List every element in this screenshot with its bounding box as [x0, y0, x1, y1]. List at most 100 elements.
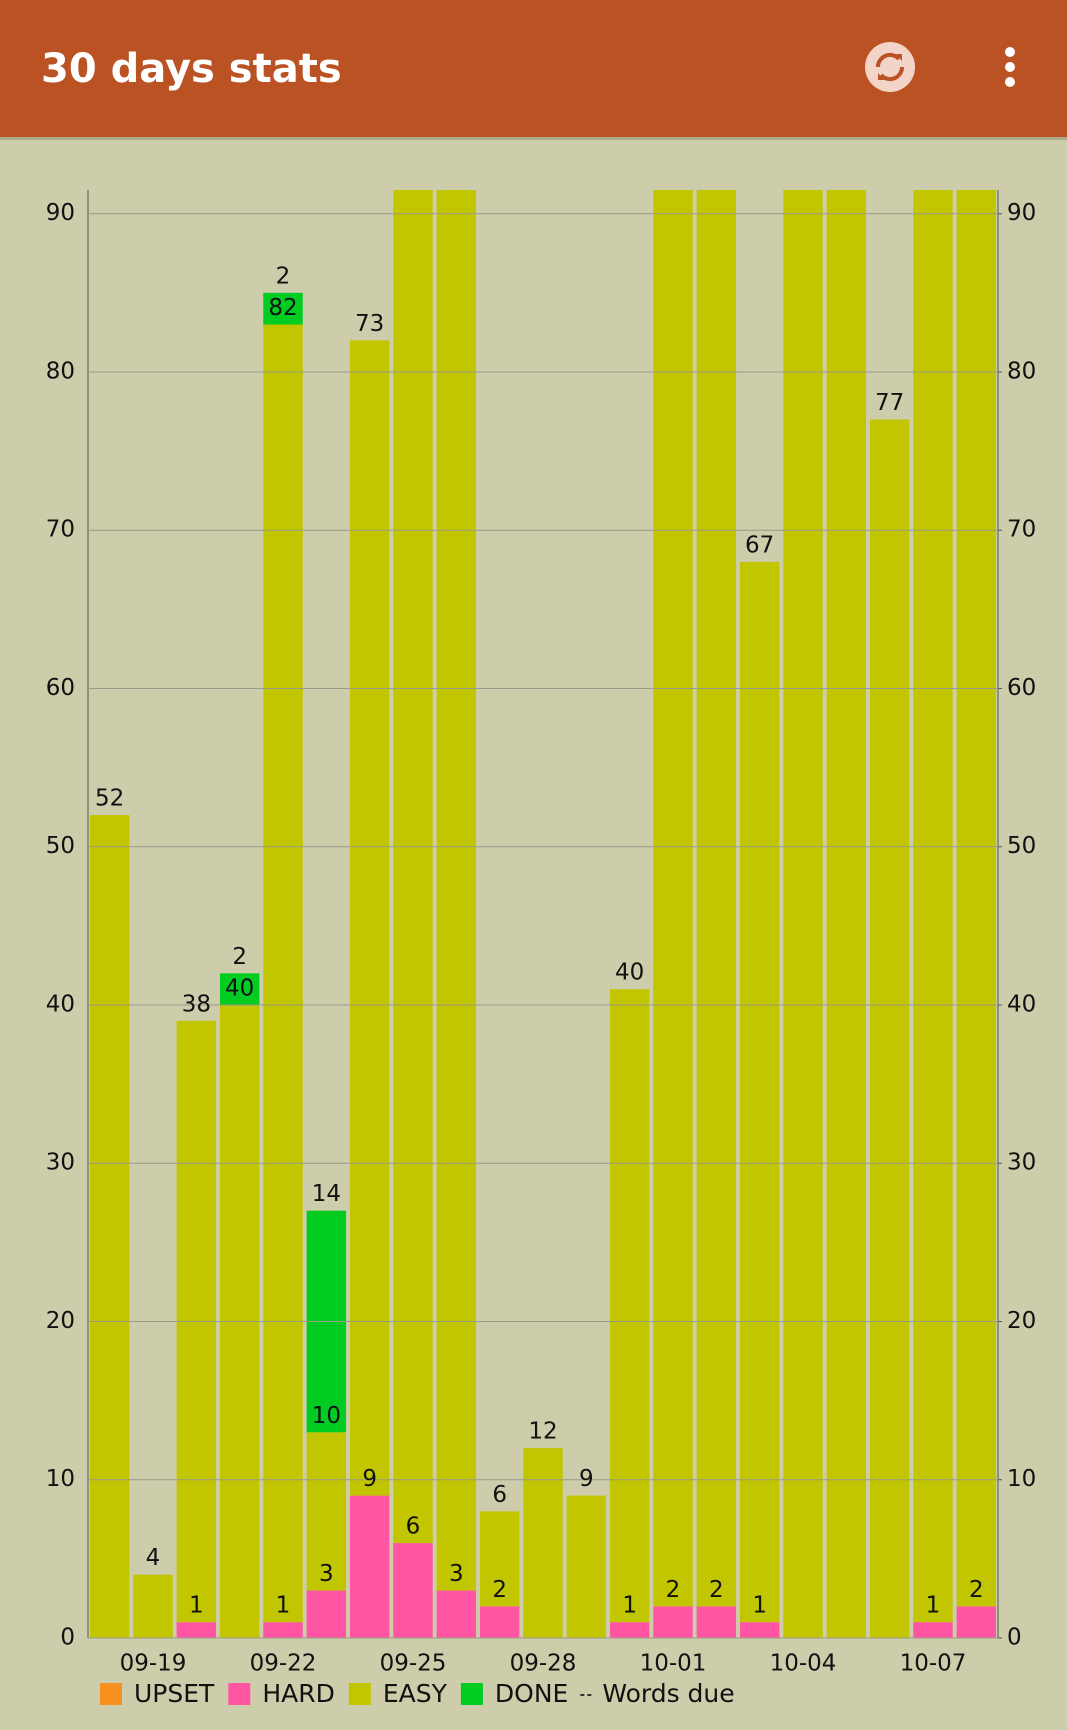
y-tick-label: 0	[60, 1625, 75, 1651]
bar-segment	[609, 1622, 650, 1638]
bar-segment	[566, 1495, 607, 1638]
data-label: 12	[528, 1419, 557, 1445]
data-label: 10	[312, 1403, 341, 1429]
y-tick-label: 80	[46, 358, 75, 384]
legend-label: UPSET	[134, 1679, 215, 1708]
sync-button[interactable]	[865, 42, 915, 92]
bar-segment	[826, 190, 867, 1638]
bar-segment	[739, 1622, 780, 1638]
y-tick-label: 70	[46, 517, 75, 543]
bar-segment	[393, 1543, 433, 1638]
bar-segment	[176, 1622, 217, 1638]
x-tick-label: 09-22	[250, 1651, 317, 1677]
data-label: 14	[312, 1181, 341, 1207]
bar-segment	[263, 1622, 303, 1638]
bar-segment	[523, 1448, 563, 1638]
overflow-menu[interactable]	[1005, 47, 1015, 87]
data-label: 4	[146, 1545, 161, 1571]
bar-segment	[956, 1606, 997, 1638]
y-tick-label: 50	[46, 833, 75, 859]
bar-segment	[783, 190, 823, 1638]
data-label: 1	[622, 1593, 637, 1619]
x-tick-label: 10-04	[770, 1651, 837, 1677]
y-tick-label: 90	[46, 200, 75, 226]
y2-tick-label: 70	[1007, 517, 1036, 543]
bar-segment	[479, 1511, 520, 1607]
bar-segment	[913, 190, 953, 1623]
x-tick-label: 10-07	[900, 1651, 967, 1677]
bar-segment	[219, 973, 260, 1005]
legend-label: HARD	[262, 1679, 335, 1708]
app-title: 30 days stats	[41, 46, 342, 92]
data-label: 9	[579, 1466, 594, 1492]
y2-tick-label: 50	[1007, 833, 1036, 859]
data-label: 3	[449, 1561, 464, 1587]
data-label: 3	[319, 1561, 334, 1587]
y2-tick-label: 60	[1007, 675, 1036, 701]
data-label: 2	[709, 1577, 724, 1603]
data-label: 2	[969, 1577, 984, 1603]
bar-segment	[89, 815, 130, 1638]
legend-swatch	[460, 1683, 483, 1705]
y2-tick-label: 10	[1007, 1466, 1036, 1492]
bar-segment	[696, 190, 737, 1607]
bar-segment	[263, 324, 303, 1623]
bar-segment	[956, 190, 997, 1607]
bar-segment	[696, 1606, 737, 1638]
y-tick-label: 20	[46, 1308, 75, 1334]
data-label: 1	[926, 1593, 941, 1619]
bar-segment	[349, 340, 390, 1496]
data-label: 1	[752, 1593, 767, 1619]
y-tick-label: 60	[46, 675, 75, 701]
x-tick-label: 09-28	[510, 1651, 577, 1677]
data-label: 6	[492, 1482, 507, 1508]
data-label: 2	[276, 263, 291, 289]
bar-segment	[349, 1495, 390, 1638]
data-label: 82	[268, 295, 297, 321]
app-bar-shadow	[0, 137, 1067, 140]
legend-swatch	[100, 1683, 122, 1705]
bar-segment	[436, 190, 477, 1591]
data-label: 67	[745, 532, 774, 558]
legend-swatch	[348, 1683, 371, 1705]
legend-label: DONE	[495, 1679, 568, 1708]
y2-tick-label: 80	[1007, 358, 1036, 384]
bar-segment	[869, 419, 910, 1638]
data-label: 38	[182, 991, 211, 1017]
y2-tick-label: 90	[1007, 200, 1036, 226]
data-label: 1	[276, 1593, 291, 1619]
bar-segment	[306, 1590, 347, 1638]
data-label: 2	[666, 1577, 681, 1603]
bar-segment	[263, 292, 303, 325]
y-tick-label: 10	[46, 1466, 75, 1492]
legend-swatch	[228, 1683, 251, 1705]
bar-segment	[479, 1606, 520, 1638]
y2-tick-label: 20	[1007, 1308, 1036, 1334]
y2-tick-label: 30	[1007, 1150, 1036, 1176]
legend-label: Words due	[602, 1679, 734, 1708]
bar-segment	[653, 1606, 693, 1638]
x-tick-label: 09-25	[380, 1651, 447, 1677]
data-label: 9	[362, 1466, 377, 1492]
bar-segment	[133, 1574, 173, 1638]
plot	[89, 190, 997, 1638]
y-tick-label: 40	[46, 991, 75, 1017]
y2-tick-label: 40	[1007, 991, 1036, 1017]
data-label: 6	[406, 1514, 421, 1540]
x-tick-label: 10-01	[640, 1651, 707, 1677]
data-label: 2	[232, 944, 247, 970]
bar-segment	[393, 190, 433, 1544]
bar-segment	[306, 1432, 347, 1591]
bar-segment	[436, 1590, 477, 1638]
data-label: 77	[875, 390, 904, 416]
bar-segment	[609, 989, 650, 1623]
y-tick-label: 30	[46, 1150, 75, 1176]
data-label: 1	[189, 1593, 204, 1619]
data-label: 73	[355, 311, 384, 337]
y2-tick-label: 0	[1007, 1625, 1022, 1651]
bar-segment	[653, 190, 693, 1607]
data-label: 40	[225, 975, 254, 1001]
data-label: 2	[492, 1577, 507, 1603]
